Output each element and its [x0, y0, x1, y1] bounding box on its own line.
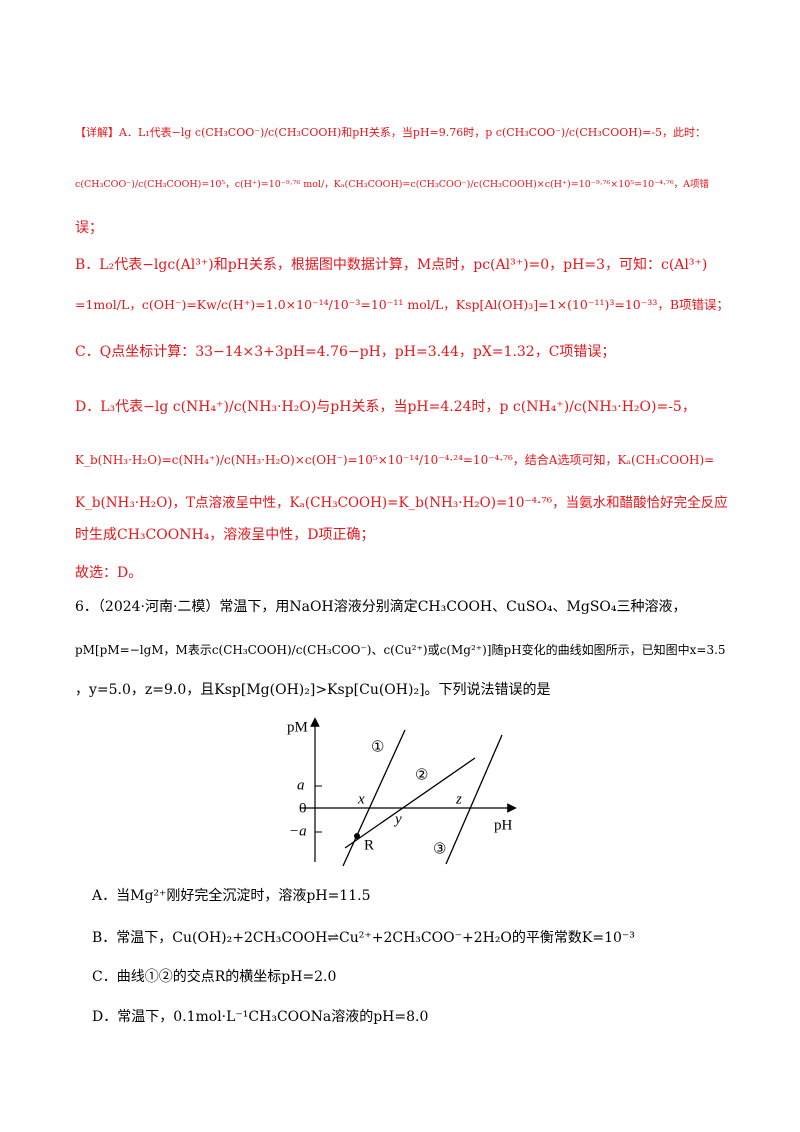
- tick-label: a: [297, 777, 305, 793]
- text-line: =1mol/L，c(OH⁻)=Kw/c(H⁺)=1.0×10⁻¹⁴/10⁻³=1…: [75, 297, 730, 312]
- text-line: c(CH₃COO⁻)/c(CH₃COOH)=10⁵，c(H⁺)=10⁻⁹·⁷⁶ …: [75, 179, 709, 190]
- text-line: B．L₂代表−lgc(Al³⁺)和pH关系，根据图中数据计算，M点时，pc(Al…: [75, 257, 708, 273]
- point-r-dot: [354, 833, 360, 839]
- curve: [445, 734, 503, 865]
- tick-label: 0: [299, 800, 307, 816]
- text-line: 【详解】A．L₁代表−lg c(CH₃COO⁻)/c(CH₃COOH)和pH关系…: [75, 126, 707, 139]
- text-line: 6．（2024·河南·二模）常温下，用NaOH溶液分别滴定CH₃COOH、CuS…: [75, 599, 687, 615]
- tick-label: −a: [289, 823, 307, 839]
- text-line: D．L₃代表−lg c(NH₄⁺)/c(NH₃·H₂O)与pH关系，当pH=4.…: [75, 399, 696, 415]
- x-label: pH: [494, 817, 513, 833]
- y-label: pM: [287, 719, 308, 735]
- text-line: D．常温下，0.1mol·L⁻¹CH₃COONa溶液的pH=8.0: [92, 1009, 429, 1025]
- point-label: z: [455, 791, 462, 807]
- point-label: R: [364, 837, 374, 853]
- text-line: ，y=5.0，z=9.0，且Ksp[Mg(OH)₂]>Ksp[Cu(OH)₂]。…: [75, 682, 551, 698]
- text-line: A．当Mg²⁺刚好完全沉淀时，溶液pH=11.5: [92, 888, 371, 904]
- point-label: x: [357, 791, 365, 807]
- curve: [344, 757, 476, 849]
- text-line: C．曲线①②的交点R的横坐标pH=2.0: [92, 969, 337, 985]
- text-line: K_b(NH₃·H₂O)，T点溶液呈中性，Kₐ(CH₃COOH)=K_b(NH₃…: [75, 495, 728, 511]
- text-line: 故选：D。: [75, 565, 143, 581]
- text-line: 误；: [75, 220, 103, 236]
- text-line: C．Q点坐标计算：33−14×3+3pH=4.76−pH，pH=3.44，pX=…: [75, 344, 616, 360]
- text-line: 时生成CH₃COONH₄，溶液呈中性，D项正确；: [75, 527, 375, 543]
- text-line: pM[pM=−lgM，M表示c(CH₃COOH)/c(CH₃COO⁻)、c(Cu…: [75, 643, 726, 657]
- text-line: K_b(NH₃·H₂O)=c(NH₄⁺)/c(NH₃·H₂O)×c(OH⁻)=1…: [75, 453, 715, 467]
- curve: [342, 729, 406, 867]
- curve-label: ①: [371, 739, 384, 755]
- text-line: B．常温下，Cu(OH)₂+2CH₃COOH⇌Cu²⁺+2CH₃COO⁻+2H₂…: [92, 930, 635, 946]
- point-label: y: [393, 811, 402, 827]
- curve-label: ③: [433, 841, 446, 857]
- curve-label: ②: [415, 767, 428, 783]
